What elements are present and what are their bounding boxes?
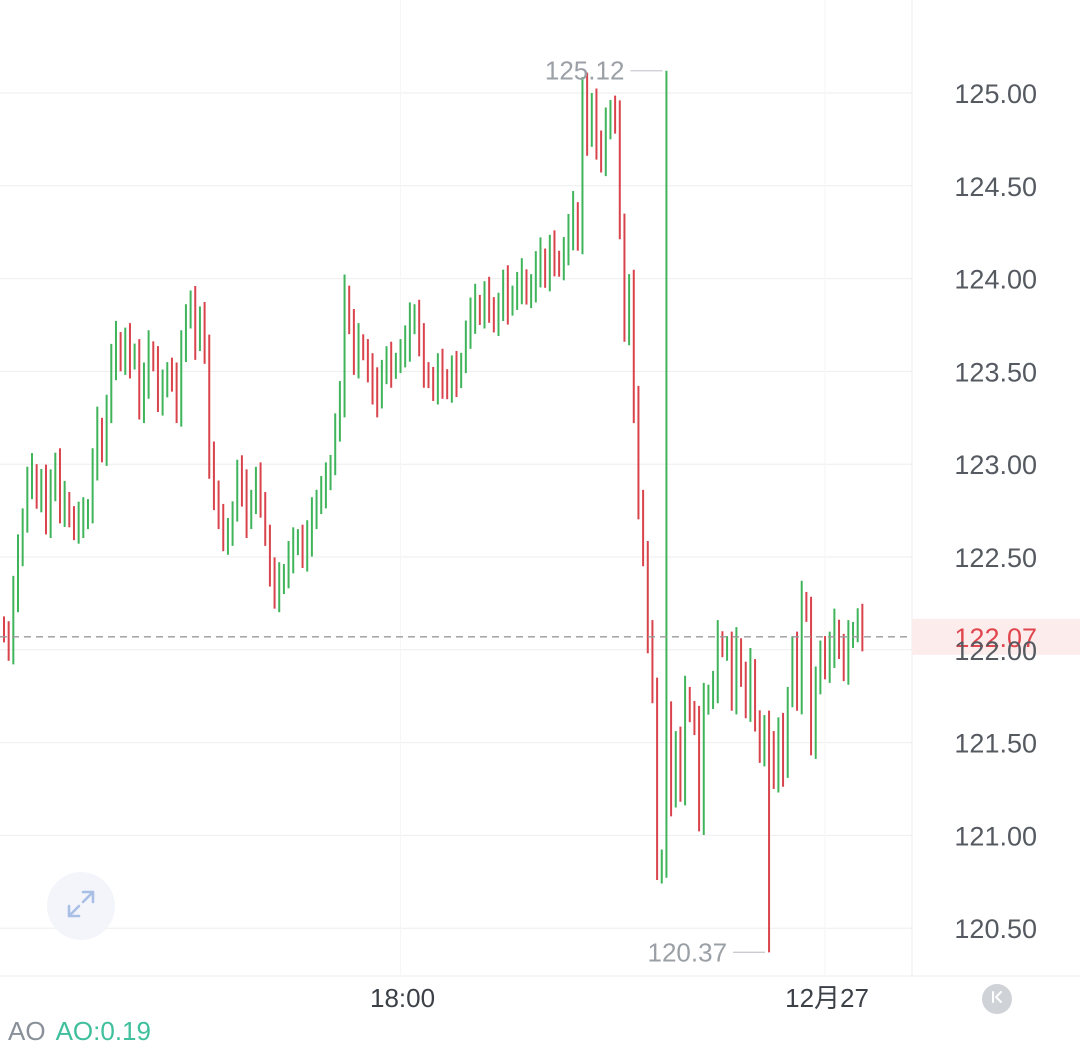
indicator-value: AO:0.19	[55, 1016, 151, 1046]
y-tick-label: 120.50	[954, 914, 1037, 944]
grid-lines	[0, 0, 1080, 977]
expand-arrows-icon	[62, 885, 100, 928]
y-tick-label: 124.50	[954, 172, 1037, 202]
x-tick-label: 18:00	[370, 983, 435, 1013]
y-tick-label: 125.00	[954, 79, 1037, 109]
min-marker-label: 120.37	[648, 937, 728, 967]
price-axis: 125.00 124.50 124.00 123.50 123.00 122.50 122.…	[954, 79, 1037, 944]
max-marker-label: 125.12	[545, 56, 625, 86]
indicator-readout: AO AO:0.19	[8, 1016, 151, 1047]
collapse-button[interactable]	[982, 984, 1012, 1014]
y-tick-label: 121.00	[954, 821, 1037, 851]
extreme-markers: 125.12 120.37	[545, 56, 766, 967]
collapse-left-icon	[989, 989, 1005, 1010]
x-tick-label: 12月27	[785, 983, 869, 1013]
ohlc-bars	[3, 70, 864, 953]
y-tick-label: 122.50	[954, 543, 1037, 573]
indicator-name: AO	[8, 1016, 46, 1046]
time-axis: 18:00 12月27	[370, 983, 869, 1013]
expand-button[interactable]	[47, 872, 115, 940]
y-tick-label: 121.50	[954, 729, 1037, 759]
last-price-box	[912, 618, 1080, 655]
y-tick-label: 124.00	[954, 265, 1037, 295]
y-tick-label: 123.50	[954, 357, 1037, 387]
last-price-line: 122.07	[0, 618, 1080, 655]
last-price-label: 122.07	[954, 623, 1037, 653]
y-tick-label: 122.00	[954, 636, 1037, 666]
y-tick-label: 123.00	[954, 450, 1037, 480]
